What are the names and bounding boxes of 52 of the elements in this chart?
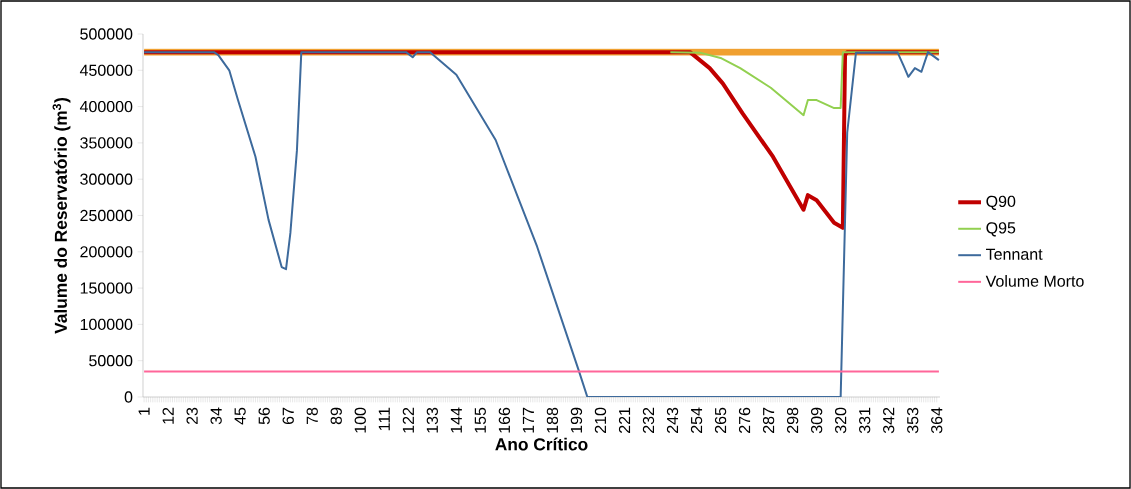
x-tick-label: 342: [883, 407, 895, 434]
x-tick-label: 166: [498, 407, 511, 433]
x-tick-label: 155: [474, 407, 486, 433]
legend-label: Volume Morto: [985, 275, 1084, 287]
x-tick-label: 45: [234, 407, 246, 425]
x-tick-label: 254: [690, 407, 703, 433]
x-tick-label: 177: [522, 407, 534, 433]
x-tick-label: 144: [450, 407, 462, 433]
y-tick-label: 200000: [80, 246, 133, 258]
legend-label: Q95: [986, 222, 1016, 237]
legend-label: Tennant: [986, 248, 1043, 260]
x-tick-label: 34: [210, 407, 222, 425]
x-tick-label: 67: [282, 407, 294, 425]
y-tick-label: 350000: [80, 137, 133, 149]
line-series: [669, 51, 940, 117]
x-tick-label: 56: [258, 407, 270, 425]
y-tick-label: 450000: [79, 64, 133, 76]
x-tick-label: 111: [378, 407, 390, 431]
y-tick-label: 100000: [80, 318, 133, 331]
x-tick-label: 364: [931, 407, 943, 434]
y-tick-label: 50000: [89, 355, 133, 367]
x-tick-label: 309: [810, 407, 823, 434]
x-tick-label: 287: [762, 407, 775, 433]
y-tick-label: 0: [124, 391, 133, 403]
x-tick-label: 100: [354, 407, 366, 433]
x-tick-label: 1: [138, 407, 150, 415]
legend-label: Q90: [986, 195, 1016, 210]
x-tick-label: 12: [162, 407, 174, 424]
x-tick-label: 89: [330, 407, 342, 425]
x-tick-label: 276: [738, 407, 751, 433]
x-tick-label: 23: [186, 407, 198, 425]
x-tick-label: 122: [402, 407, 414, 433]
y-tick-label: 400000: [79, 100, 133, 113]
x-tick-label: 331: [859, 407, 871, 434]
x-tick-label: 199: [570, 407, 583, 433]
x-tick-label: 298: [786, 407, 799, 433]
x-tick-label: 320: [835, 407, 847, 434]
y-tick-label: 300000: [80, 173, 133, 185]
x-tick-label: 243: [666, 407, 679, 433]
y-tick-label: 150000: [80, 282, 133, 294]
x-tick-label: 78: [306, 407, 318, 425]
x-tick-label: 210: [594, 407, 607, 433]
x-tick-label: 133: [426, 407, 438, 433]
x-tick-label: 265: [714, 407, 727, 433]
x-tick-label: 188: [546, 407, 559, 433]
x-tick-label: 221: [618, 407, 631, 433]
x-tick-label: 353: [907, 407, 919, 434]
x-tick-label: 232: [642, 407, 655, 433]
y-axis-title: Valume do Reservatório (m$^{3}$): [52, 98, 71, 334]
y-tick-label: 500000: [80, 28, 133, 40]
x-axis-title: Ano Crítico: [495, 437, 588, 451]
y-tick-label: 250000: [80, 209, 133, 222]
